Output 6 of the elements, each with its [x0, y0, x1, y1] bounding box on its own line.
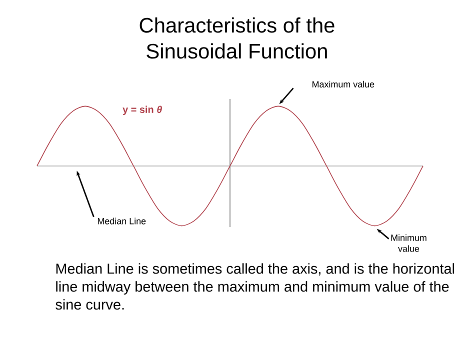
text: Minimum value	[391, 234, 426, 252]
series-label: y = sin θ	[122, 106, 162, 115]
annotation: Median Line	[98, 218, 146, 224]
text: Median Line is sometimes called the axis, and is the horizontal line midway between the maximum and minimum value of the sine curve.	[56, 263, 454, 310]
chart-title: Characteristics of the Sinusoidal Function	[140, 17, 334, 59]
text: Maximum value	[312, 80, 374, 88]
